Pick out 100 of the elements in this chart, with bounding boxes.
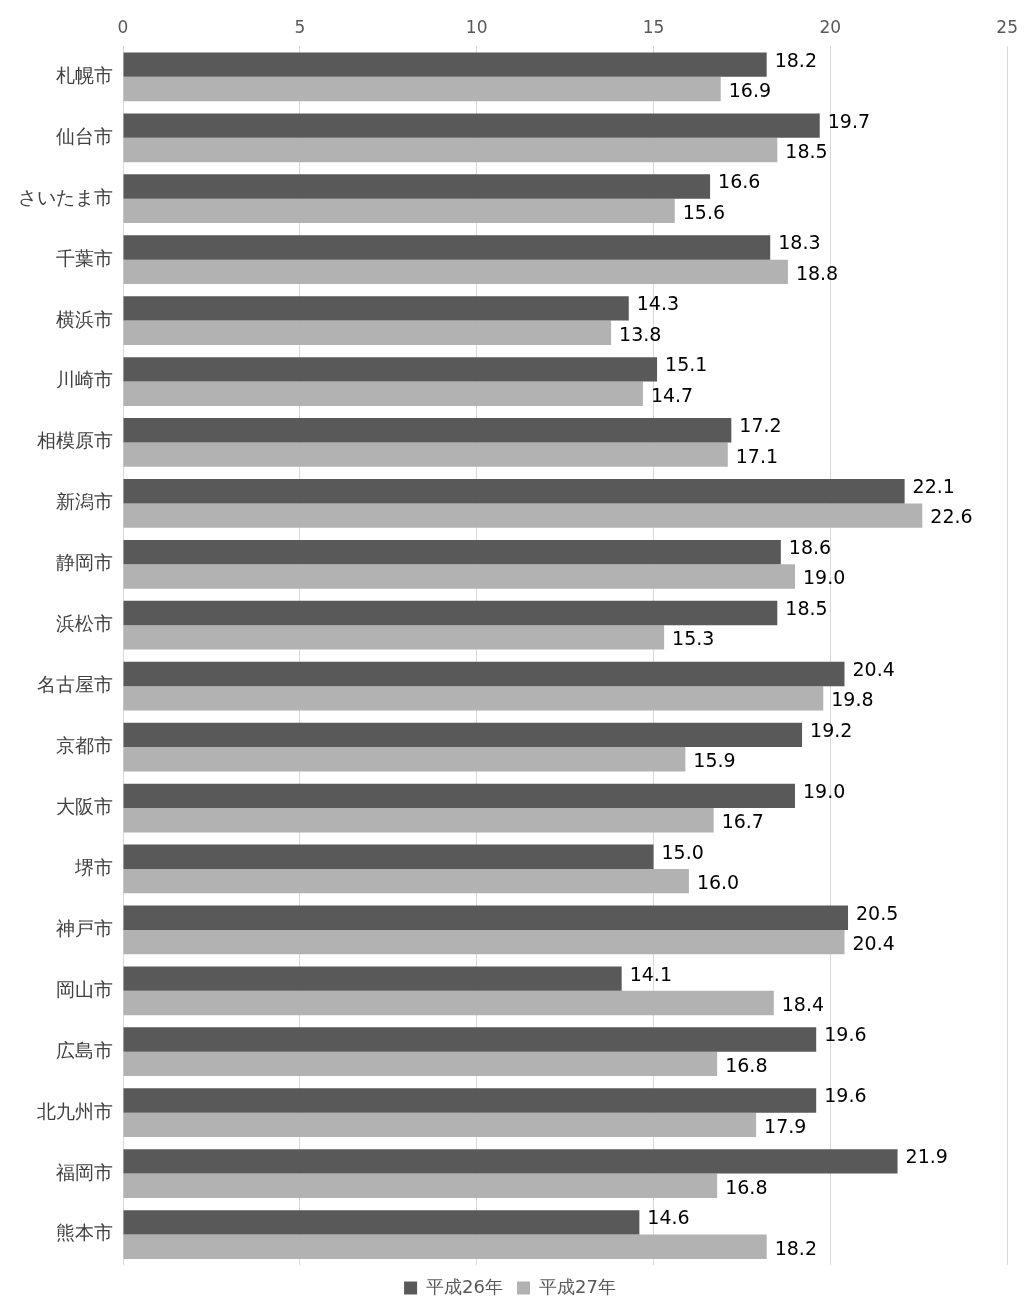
data-label: 18.6 <box>788 536 832 559</box>
bar <box>123 905 849 930</box>
data-label: 15.1 <box>665 353 708 376</box>
y-tick-label: 横浜市 <box>56 307 113 330</box>
y-tick-label: 福岡市 <box>56 1160 113 1183</box>
bar <box>123 381 643 406</box>
y-tick-label: 川崎市 <box>56 368 113 391</box>
y-tick-label: 岡山市 <box>56 977 113 1000</box>
bar <box>123 76 721 102</box>
data-label: 19.8 <box>831 688 874 711</box>
data-label: 19.6 <box>824 1023 867 1046</box>
bar <box>123 686 824 711</box>
data-label: 18.2 <box>774 48 817 71</box>
bar <box>123 661 845 687</box>
data-label: 18.8 <box>795 261 839 284</box>
x-tick-label: 0 <box>117 16 129 37</box>
y-tick-label: 新潟市 <box>56 490 113 513</box>
data-label: 18.3 <box>778 231 821 254</box>
bar <box>123 1173 718 1198</box>
data-label: 18.4 <box>781 992 825 1015</box>
data-label: 13.8 <box>619 322 662 345</box>
x-tick-label: 10 <box>465 16 488 37</box>
data-label: 14.3 <box>636 292 680 315</box>
bar <box>123 235 771 260</box>
bar <box>123 625 665 650</box>
data-label: 15.0 <box>661 840 704 863</box>
bar <box>123 1210 640 1235</box>
bar <box>123 1112 757 1138</box>
data-label: 17.1 <box>735 444 779 467</box>
data-label: 18.5 <box>785 139 828 162</box>
legend-label: 平成26年 <box>426 1275 503 1297</box>
data-label: 18.5 <box>785 596 828 619</box>
data-label: 15.6 <box>682 200 726 223</box>
x-tick-label: 25 <box>996 16 1018 37</box>
data-label: 19.0 <box>802 779 846 802</box>
y-tick-label: 神戸市 <box>56 916 113 939</box>
y-tick-label: 千葉市 <box>56 246 113 269</box>
x-tick-label: 15 <box>642 16 665 37</box>
bar <box>123 137 778 163</box>
y-tick-label: 北九州市 <box>37 1099 113 1122</box>
legend-label: 平成27年 <box>539 1275 616 1297</box>
y-tick-label: 札幌市 <box>56 63 113 86</box>
bar <box>123 966 622 991</box>
bar <box>123 564 795 589</box>
y-tick-label: 仙台市 <box>56 124 113 147</box>
bar <box>123 320 612 345</box>
bar <box>123 174 711 199</box>
data-label: 20.4 <box>852 657 895 680</box>
bar <box>123 929 845 955</box>
y-tick-label: 京都市 <box>56 734 113 757</box>
data-label: 16.8 <box>725 1175 768 1198</box>
data-label: 19.0 <box>802 566 846 589</box>
data-label: 14.7 <box>650 383 694 406</box>
bar <box>123 990 774 1016</box>
bar <box>123 1234 767 1259</box>
data-label: 19.6 <box>824 1084 867 1107</box>
x-tick-label: 20 <box>819 16 842 37</box>
data-label: 17.2 <box>739 414 782 437</box>
bar <box>123 1027 817 1052</box>
bar <box>123 296 629 321</box>
bar <box>123 844 654 869</box>
x-tick-label: 5 <box>294 16 306 37</box>
data-label: 16.7 <box>721 810 764 833</box>
y-tick-label: 広島市 <box>56 1038 113 1061</box>
bar <box>123 1088 817 1113</box>
y-tick-label: 静岡市 <box>56 551 113 574</box>
data-label: 14.6 <box>647 1206 690 1229</box>
bar <box>123 783 795 809</box>
data-label: 22.1 <box>912 475 955 498</box>
data-label: 19.7 <box>827 109 871 132</box>
y-tick-label: 熊本市 <box>56 1221 113 1244</box>
data-label: 18.2 <box>774 1236 817 1259</box>
data-label: 22.6 <box>930 505 973 528</box>
data-label: 16.9 <box>728 78 772 101</box>
data-label: 20.5 <box>856 901 899 924</box>
bar <box>123 259 788 285</box>
data-label: 21.9 <box>905 1145 948 1168</box>
data-label: 15.9 <box>693 749 736 772</box>
bar <box>123 1149 898 1174</box>
data-label: 14.1 <box>629 962 672 985</box>
y-tick-label: 名古屋市 <box>37 673 113 696</box>
bar <box>123 198 675 224</box>
bar <box>123 418 732 443</box>
bar <box>123 479 905 504</box>
data-label: 15.3 <box>672 627 715 650</box>
y-tick-label: 相模原市 <box>37 429 113 452</box>
y-tick-label: さいたま市 <box>18 185 113 208</box>
bar <box>123 747 686 772</box>
data-label: 16.6 <box>718 170 761 193</box>
bar <box>123 722 803 748</box>
bar <box>123 600 778 626</box>
bar <box>123 808 714 833</box>
bar <box>123 357 658 382</box>
data-label: 19.2 <box>810 718 853 741</box>
y-tick-label: 浜松市 <box>56 612 113 635</box>
bar <box>123 503 923 528</box>
bar <box>123 539 781 565</box>
data-label: 20.4 <box>852 932 895 955</box>
data-label: 16.8 <box>725 1053 768 1076</box>
bar <box>123 52 767 77</box>
